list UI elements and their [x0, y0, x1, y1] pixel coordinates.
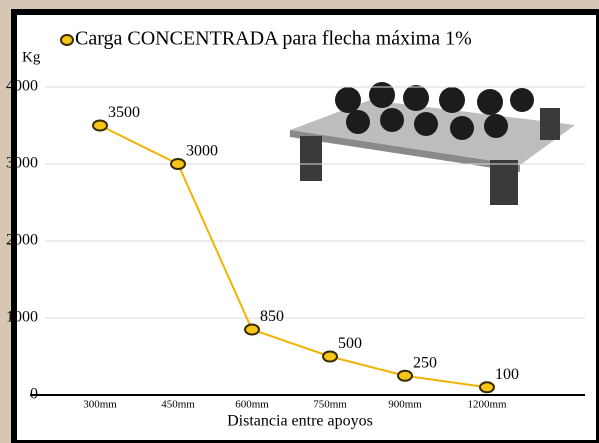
value-label: 100	[495, 366, 519, 383]
x-tick-label: 750mm	[313, 399, 347, 411]
x-axis-label: Distancia entre apoyos	[227, 413, 373, 430]
value-label: 500	[338, 335, 362, 352]
y-tick-label: 4000	[6, 78, 38, 95]
data-point	[93, 121, 107, 131]
x-tick-label: 600mm	[235, 399, 269, 411]
support	[490, 160, 518, 205]
page: Kg Carga CONCENTRADA para flecha máxima …	[0, 0, 599, 443]
x-tick-label: 900mm	[388, 399, 422, 411]
x-tick-label: 1200mm	[467, 399, 507, 411]
chart: Kg Carga CONCENTRADA para flecha máxima …	[0, 0, 599, 443]
y-axis-label: Kg	[22, 49, 41, 65]
data-point	[323, 352, 337, 362]
chart-title: Carga CONCENTRADA para flecha máxima 1%	[75, 28, 472, 50]
support	[540, 108, 560, 140]
value-label: 850	[260, 308, 284, 325]
value-label: 3500	[108, 104, 140, 121]
y-tick-label: 1000	[6, 309, 38, 326]
data-point	[171, 159, 185, 169]
x-tick-label: 300mm	[83, 399, 117, 411]
data-point	[480, 382, 494, 392]
legend-marker	[61, 35, 73, 45]
y-tick-label: 2000	[6, 232, 38, 249]
value-label: 250	[413, 354, 437, 371]
y-tick-label: 3000	[6, 155, 38, 172]
data-point	[245, 325, 259, 335]
data-point	[398, 371, 412, 381]
x-tick-label: 450mm	[161, 399, 195, 411]
support	[300, 136, 322, 181]
value-label: 3000	[186, 143, 218, 160]
